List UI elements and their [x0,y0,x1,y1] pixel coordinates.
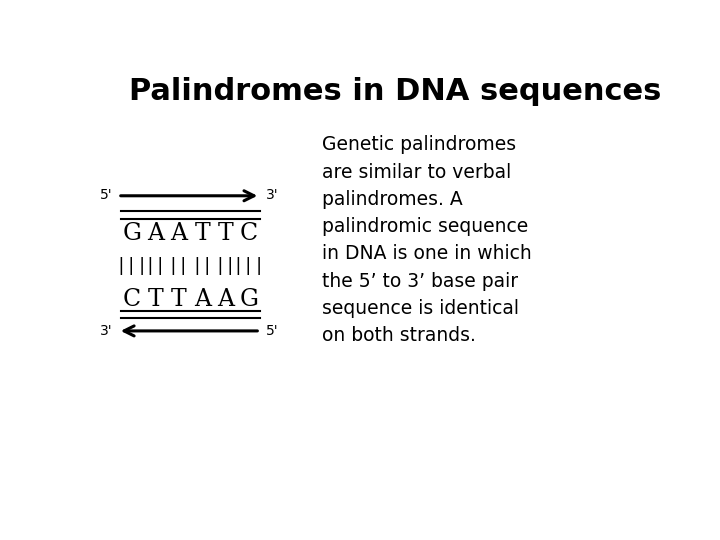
Text: ||: || [192,258,213,275]
Text: 3': 3' [99,324,112,338]
Text: ||: || [145,258,166,275]
Text: C: C [123,288,141,311]
Text: ||: || [215,258,236,275]
Text: Palindromes in DNA sequences: Palindromes in DNA sequences [129,77,662,106]
Text: |||: ||| [115,258,148,275]
Text: T: T [171,288,186,311]
Text: 3': 3' [266,188,279,202]
Text: G: G [122,222,141,245]
Text: T: T [217,222,233,245]
Text: A: A [170,222,187,245]
Text: A: A [217,288,234,311]
Text: 5': 5' [266,324,279,338]
Text: G: G [240,288,258,311]
Text: Genetic palindromes
are similar to verbal
palindromes. A
palindromic sequence
in: Genetic palindromes are similar to verba… [322,136,531,345]
Text: A: A [147,222,163,245]
Text: T: T [194,222,210,245]
Text: ||: || [168,258,189,275]
Text: A: A [194,288,211,311]
Text: 5': 5' [99,188,112,202]
Text: |||: ||| [233,258,266,275]
Text: T: T [148,288,163,311]
Text: C: C [240,222,258,245]
